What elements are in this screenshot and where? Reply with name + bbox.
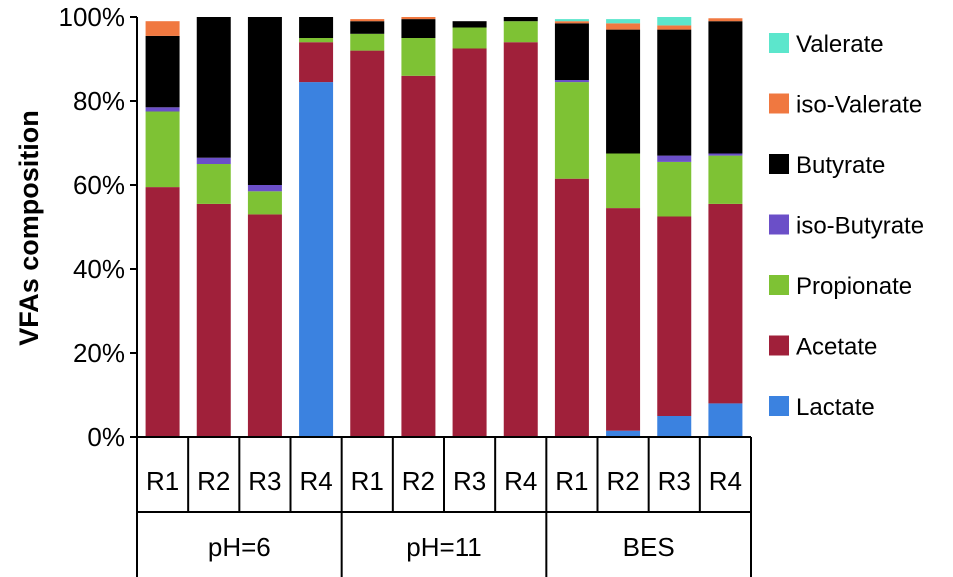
x-category-label: R4	[299, 466, 332, 496]
bar-segment-propionate-6	[401, 38, 436, 76]
legend-label-lactate: Lactate	[796, 394, 875, 421]
legend-swatch-acetate	[769, 335, 789, 356]
bar-segment-propionate-9	[554, 82, 589, 179]
x-category-label: R1	[351, 466, 384, 496]
bar-segment-propionate-11	[657, 161, 692, 217]
bar-segment-butyrate-6	[401, 19, 436, 38]
x-category-label: R1	[555, 466, 588, 496]
bar-segment-valerate-10	[606, 19, 641, 24]
legend-label-propionate: Propionate	[796, 273, 912, 300]
legend: Valerate iso-Valerate Butyrate iso-Butyrate…	[769, 31, 924, 421]
bar-segment-butyrate-10	[606, 29, 641, 154]
bar-segment-iso-butyrate-12	[708, 153, 743, 156]
x-category-label: R3	[658, 466, 691, 496]
bar-segment-propionate-2	[196, 164, 231, 204]
x-category-label: R2	[606, 466, 639, 496]
bar-segment-butyrate-11	[657, 29, 692, 156]
bar-segment-iso-valerate-10	[606, 23, 641, 30]
bar-segment-propionate-4	[299, 38, 334, 43]
bar-segment-butyrate-2	[196, 17, 231, 158]
legend-label-valerate: Valerate	[796, 31, 884, 58]
bar-segment-acetate-4	[299, 42, 334, 83]
bar-segment-iso-butyrate-9	[554, 80, 589, 83]
bar-segment-propionate-3	[247, 191, 282, 215]
bar-segment-butyrate-9	[554, 23, 589, 80]
x-category-label: R2	[402, 466, 435, 496]
y-tick-label: 80%	[73, 86, 125, 116]
bar-segment-acetate-11	[657, 216, 692, 416]
bar-segment-acetate-2	[196, 203, 231, 437]
bar-segment-iso-valerate-12	[708, 18, 743, 22]
bar-segment-propionate-7	[452, 27, 487, 49]
bar-segment-lactate-4	[299, 82, 334, 437]
bar-segment-butyrate-12	[708, 21, 743, 154]
legend-swatch-propionate	[769, 275, 789, 295]
y-tick-label: 20%	[73, 338, 125, 368]
bar-segment-propionate-10	[606, 153, 641, 209]
bar-segment-iso-butyrate-11	[657, 155, 692, 162]
bar-segment-lactate-12	[708, 403, 743, 437]
legend-swatch-iso-butyrate	[769, 214, 789, 235]
bar-segment-butyrate-1	[145, 35, 180, 108]
y-tick-label: 40%	[73, 254, 125, 284]
bar-segment-iso-valerate-5	[350, 19, 385, 22]
legend-swatch-lactate	[769, 396, 789, 416]
y-tick-label: 60%	[73, 170, 125, 200]
legend-label-acetate: Acetate	[796, 334, 877, 361]
bar-segment-butyrate-8	[503, 17, 538, 22]
y-tick-label: 100%	[59, 2, 126, 32]
bar-segment-acetate-1	[145, 187, 180, 437]
legend-label-butyrate: Butyrate	[796, 152, 885, 179]
x-category-label: R4	[709, 466, 742, 496]
x-group-label: pH=11	[406, 532, 481, 562]
bar-segment-acetate-10	[606, 208, 641, 431]
bar-segment-acetate-8	[503, 42, 538, 437]
legend-swatch-butyrate	[769, 154, 789, 174]
x-category-label: R4	[504, 466, 537, 496]
y-tick-label: 0%	[87, 422, 125, 452]
bar-segment-butyrate-3	[247, 17, 282, 185]
bar-segment-acetate-5	[350, 50, 385, 437]
bar-segment-propionate-5	[350, 33, 385, 51]
bar-segment-iso-valerate-9	[554, 21, 589, 24]
bar-segment-iso-butyrate-1	[145, 107, 180, 112]
bar-segment-lactate-11	[657, 416, 692, 437]
legend-label-iso-valerate: iso-Valerate	[796, 92, 922, 119]
bar-segment-valerate-9	[554, 19, 589, 22]
x-group-label: pH=6	[208, 532, 271, 562]
legend-swatch-valerate	[769, 33, 789, 53]
bar-segment-propionate-12	[708, 155, 743, 204]
bar-segment-iso-butyrate-3	[247, 185, 282, 192]
bar-segment-iso-valerate-1	[145, 21, 180, 36]
x-group-label: BES	[623, 532, 675, 562]
bar-segment-acetate-12	[708, 203, 743, 404]
bar-segment-iso-butyrate-2	[196, 157, 231, 164]
legend-label-iso-butyrate: iso-Butyrate	[796, 213, 924, 240]
bar-segment-acetate-7	[452, 48, 487, 437]
bars-layer	[145, 17, 743, 438]
bar-segment-lactate-10	[606, 430, 641, 437]
bar-segment-butyrate-5	[350, 21, 385, 34]
bar-segment-iso-valerate-11	[657, 25, 692, 30]
bar-segment-propionate-8	[503, 21, 538, 43]
bar-segment-propionate-1	[145, 111, 180, 188]
x-category-label: R3	[248, 466, 281, 496]
legend-swatch-iso-valerate	[769, 93, 789, 114]
bar-segment-acetate-9	[554, 178, 589, 437]
x-category-label: R1	[146, 466, 179, 496]
bar-segment-iso-valerate-6	[401, 17, 436, 20]
x-category-label: R2	[197, 466, 230, 496]
bar-segment-valerate-11	[657, 17, 692, 26]
axes-layer: 0% 20% 40% 60% 80% 100% R1 R2 R3 R4 R1 R2 R3 R4 R1 R2 R3…	[59, 2, 752, 577]
bar-segment-butyrate-4	[299, 17, 334, 38]
bar-segment-acetate-6	[401, 75, 436, 438]
x-category-label: R3	[453, 466, 486, 496]
bar-segment-acetate-3	[247, 214, 282, 437]
y-axis-title: VFAs composition	[14, 110, 44, 346]
bar-segment-butyrate-7	[452, 21, 487, 28]
